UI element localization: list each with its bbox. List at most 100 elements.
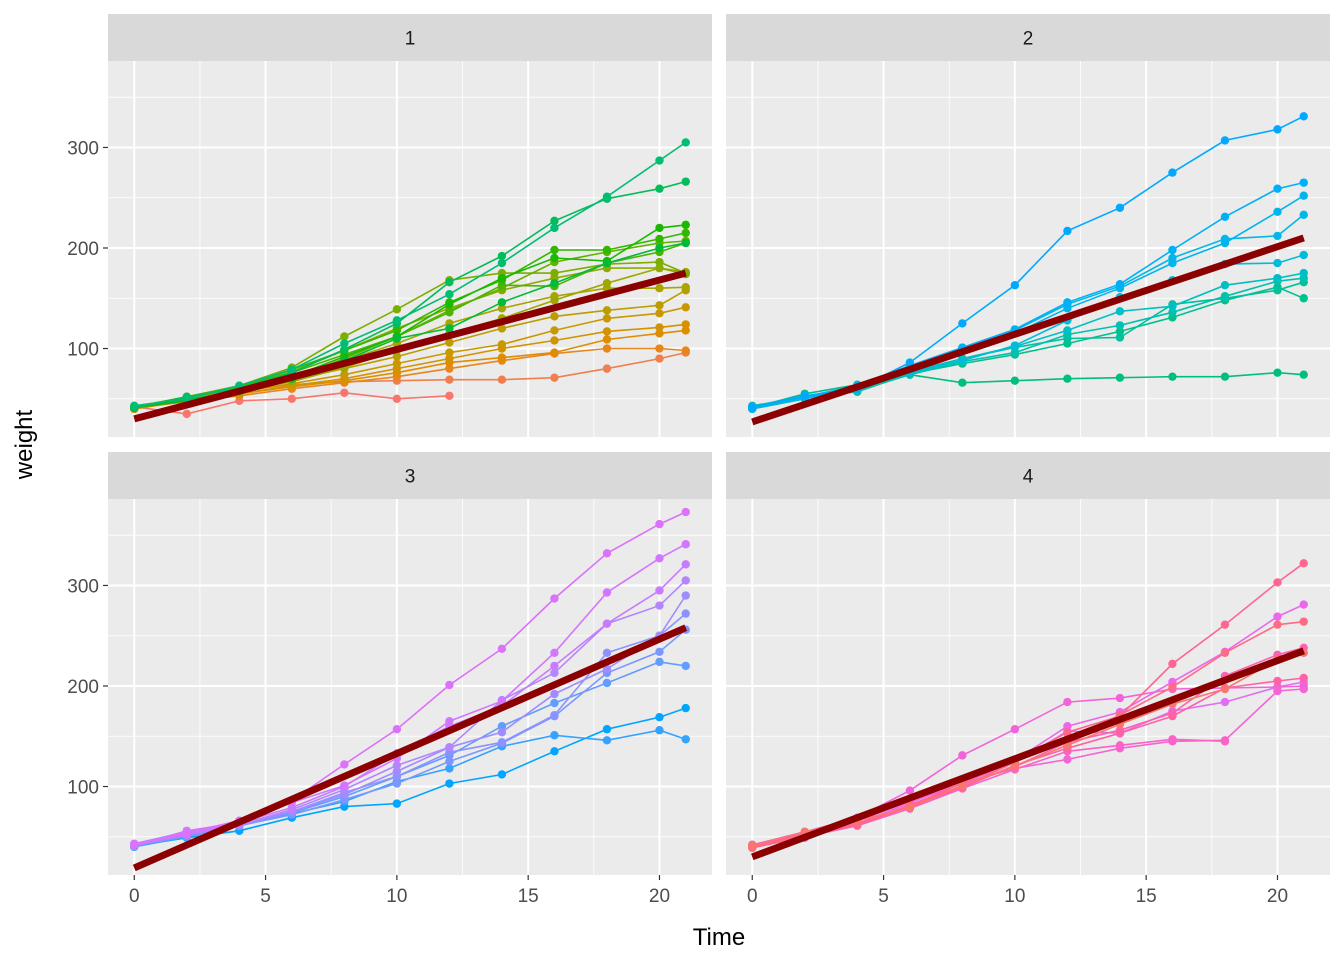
data-point (655, 586, 664, 595)
data-point (1220, 212, 1230, 222)
data-point (958, 781, 967, 790)
x-tick-label: 0 (747, 886, 758, 907)
data-point (1220, 292, 1230, 301)
data-point (1273, 676, 1282, 686)
data-point (445, 375, 454, 384)
data-point (1299, 268, 1308, 278)
data-point (392, 394, 402, 403)
data-point (445, 757, 454, 766)
x-tick-label: 15 (1136, 886, 1157, 907)
y-tick-label: 100 (67, 340, 99, 361)
data-point (905, 358, 915, 367)
data-point (497, 251, 507, 261)
data-point (655, 344, 664, 353)
data-point (681, 238, 690, 248)
data-point (340, 370, 349, 379)
y-tick-label: 100 (67, 778, 99, 799)
data-point (1220, 620, 1230, 629)
data-point (550, 689, 559, 699)
data-point (1220, 136, 1230, 145)
data-point (550, 373, 559, 382)
data-point (681, 220, 690, 230)
data-point (655, 554, 664, 563)
data-point (602, 344, 612, 353)
data-point (1220, 697, 1230, 707)
data-point (392, 799, 402, 808)
data-point (681, 346, 690, 355)
data-point (602, 245, 612, 255)
x-tick-label: 20 (1267, 886, 1288, 907)
x-tick-label: 15 (518, 886, 539, 907)
data-point (445, 716, 454, 726)
data-point (550, 312, 559, 321)
data-point (392, 305, 402, 314)
data-point (681, 609, 690, 618)
data-point (958, 356, 967, 365)
data-point (681, 591, 690, 600)
data-point (1115, 373, 1125, 382)
data-point (602, 335, 612, 344)
data-point (1115, 327, 1125, 336)
data-point (1063, 226, 1072, 236)
data-point (602, 549, 612, 558)
data-point (1273, 258, 1282, 268)
data-point (1010, 280, 1020, 290)
data-point (1273, 125, 1282, 134)
data-point (1220, 280, 1230, 290)
regression-line (133, 269, 687, 423)
data-point (445, 308, 454, 317)
data-point (445, 364, 454, 373)
data-point (602, 192, 612, 201)
data-point (497, 722, 507, 731)
data-point (497, 770, 507, 779)
data-point (445, 348, 454, 357)
x-tick-label: 5 (878, 886, 889, 907)
data-point (497, 324, 507, 333)
series-group (748, 559, 1308, 861)
data-point (681, 576, 690, 585)
data-point (340, 345, 349, 354)
data-point (550, 253, 559, 263)
data-point (340, 332, 349, 341)
data-point (748, 841, 757, 851)
regression-line (751, 234, 1305, 426)
data-point (287, 394, 297, 403)
data-point (1168, 245, 1177, 255)
data-point (681, 540, 690, 549)
y-tick-label: 300 (67, 138, 99, 159)
data-point (655, 519, 664, 529)
series-group (748, 112, 1308, 426)
data-point (497, 375, 507, 384)
data-point (1299, 294, 1308, 303)
facet-strip-label: 3 (405, 467, 416, 488)
y-axis-title: weight (11, 409, 38, 480)
data-point (1010, 376, 1020, 385)
data-point (445, 680, 454, 690)
facet-strip-label: 1 (405, 29, 416, 50)
regression-line (132, 624, 688, 872)
data-point (287, 365, 297, 374)
data-point (445, 391, 454, 400)
regression-line (751, 647, 1305, 861)
data-point (681, 507, 690, 517)
data-point (1063, 722, 1072, 731)
data-point (550, 747, 559, 756)
data-point (550, 668, 559, 678)
data-point (748, 402, 757, 412)
y-tick-label: 200 (67, 677, 99, 698)
x-tick-label: 20 (649, 886, 670, 907)
data-point (550, 223, 559, 233)
data-point (392, 316, 402, 325)
data-point (340, 388, 349, 397)
data-point (655, 243, 664, 253)
data-point (1299, 559, 1308, 568)
data-point (497, 738, 507, 747)
x-tick-label: 0 (129, 886, 140, 907)
data-point (681, 735, 690, 744)
series-group (130, 507, 690, 872)
data-point (681, 177, 690, 186)
data-point (655, 601, 664, 610)
data-point (1063, 326, 1072, 335)
data-point (655, 726, 664, 735)
